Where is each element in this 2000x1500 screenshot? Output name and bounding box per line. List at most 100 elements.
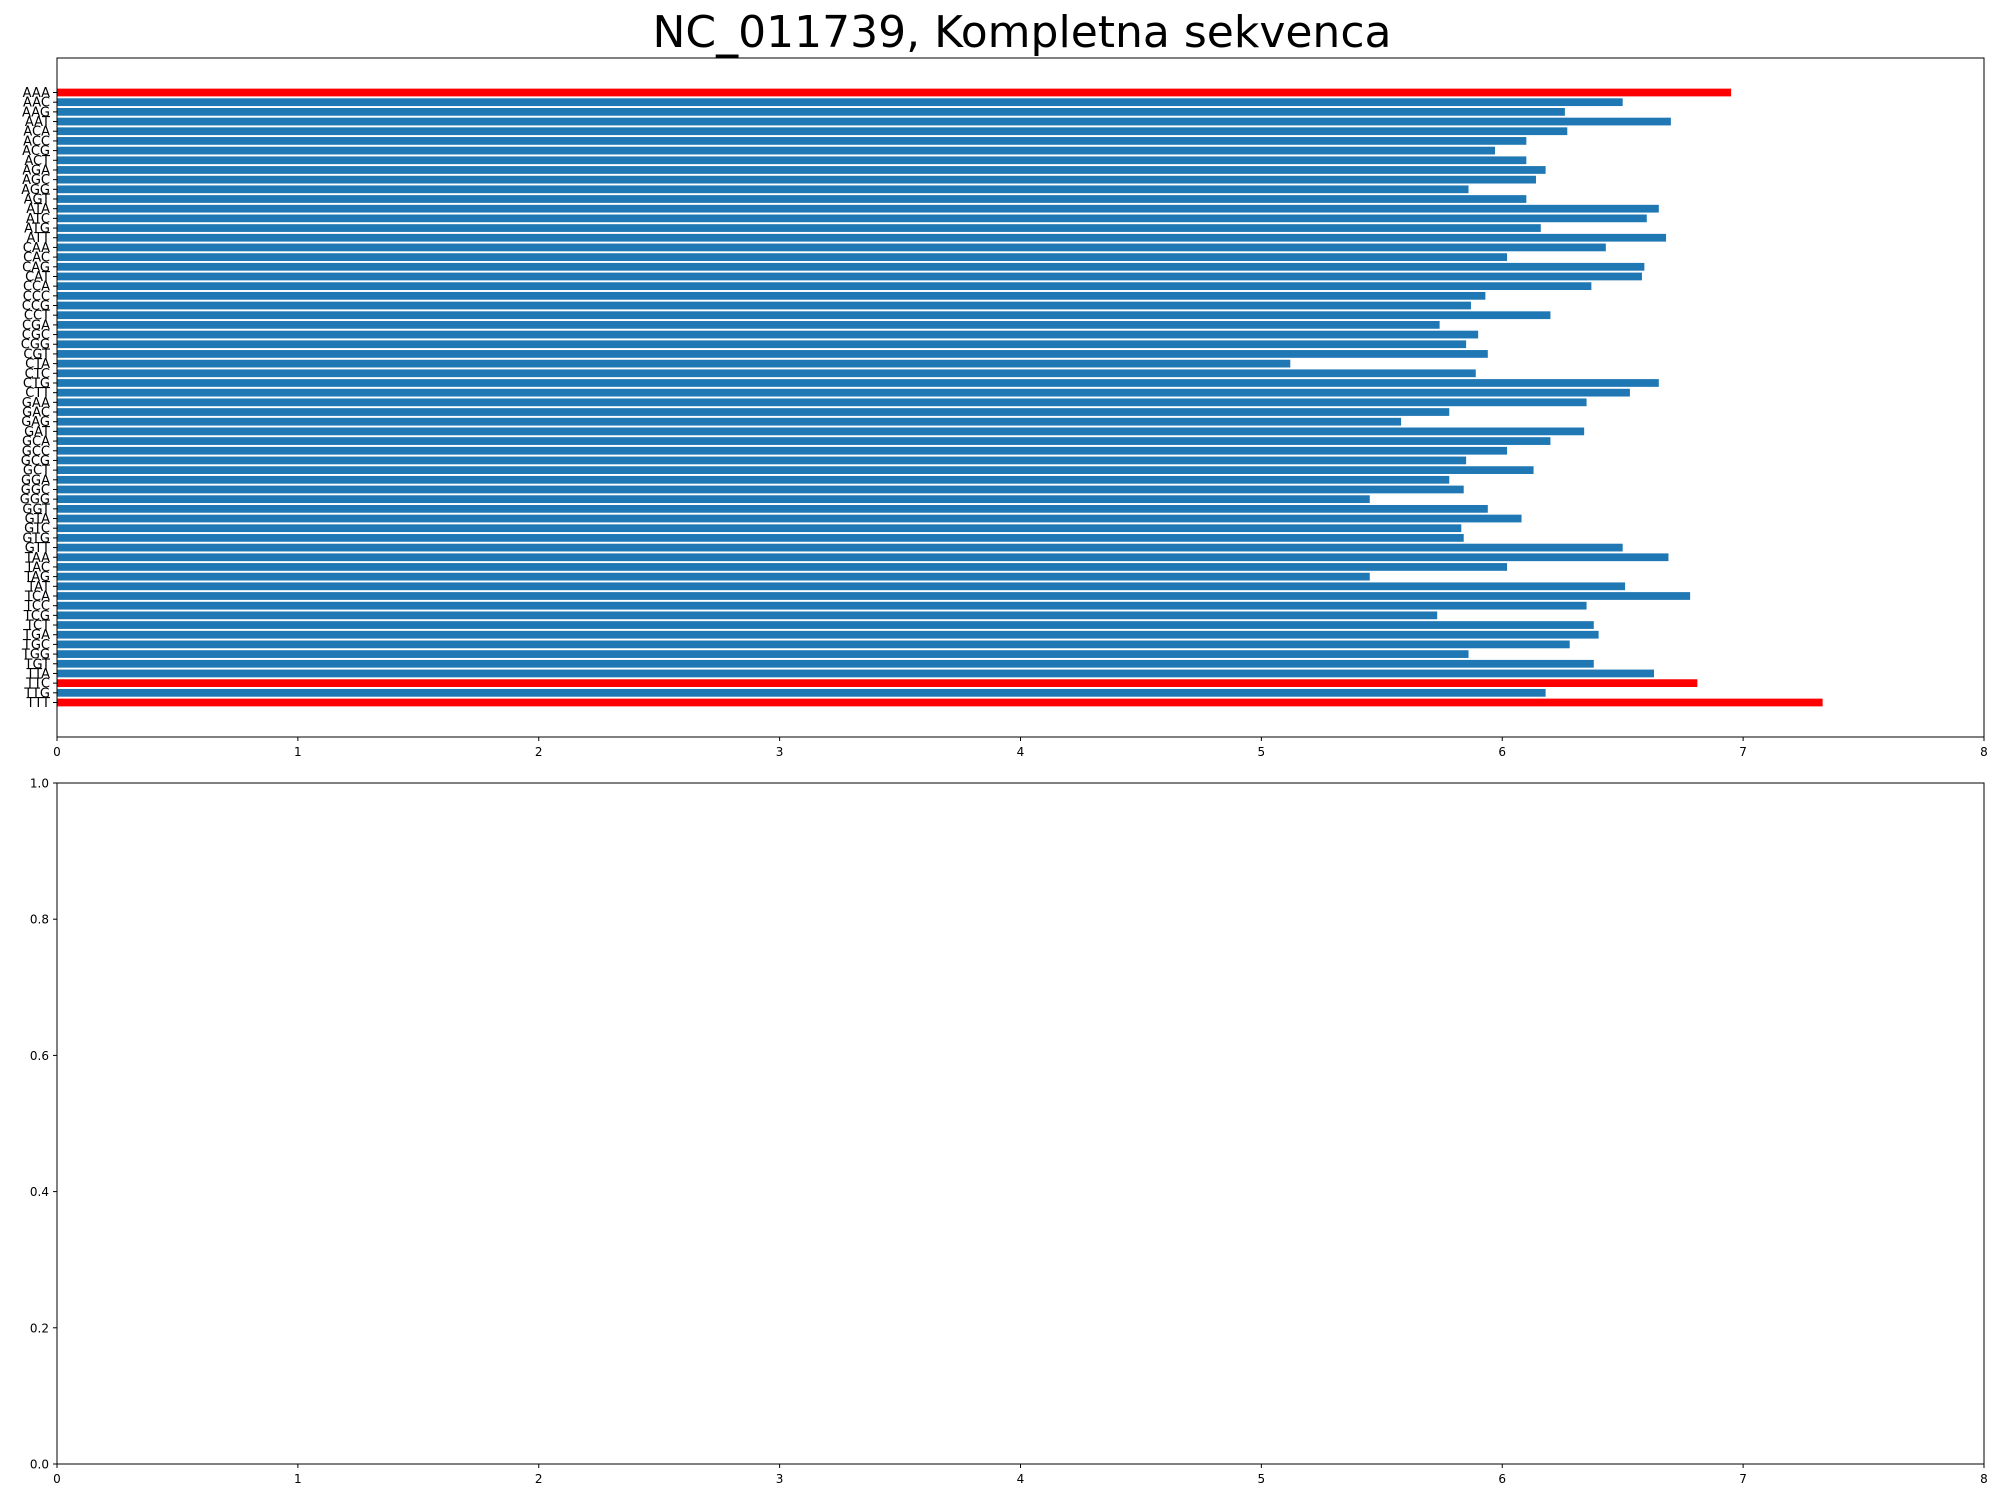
y-tick-label-taa: TAA: [24, 551, 50, 566]
y-tick-label-tga: TGA: [22, 628, 50, 643]
bar-aaa: [57, 88, 1732, 97]
y-tick-label-ccg: CCG: [22, 299, 50, 314]
y-tick-label-ggg: GGG: [20, 493, 50, 508]
bottom-plot-frame: [56, 782, 1985, 1465]
bar-att: [57, 233, 1667, 242]
x-tick-label: 1: [294, 745, 302, 759]
bar-ctc: [57, 369, 1476, 378]
y-tick-label: 0.2: [30, 1321, 49, 1335]
chart-title: NC_011739, Kompletna sekvenca: [653, 7, 1392, 58]
y-tick-label-ggc: GGC: [21, 483, 50, 498]
y-tick-label-aca: ACA: [23, 125, 50, 140]
y-tick-label-atc: ATC: [26, 212, 50, 227]
y-tick-label: 0.4: [30, 1185, 49, 1199]
y-tick-label: 0.8: [30, 913, 49, 927]
bar-cat: [57, 272, 1642, 281]
bar-acg: [57, 146, 1496, 155]
x-tick-label: 8: [1980, 745, 1988, 759]
bar-agc: [57, 175, 1536, 184]
y-tick-label-gcc: GCC: [22, 444, 50, 459]
bar-ttg: [57, 688, 1546, 697]
y-tick-label-gta: GTA: [25, 512, 51, 527]
y-tick-label-cca: CCA: [23, 280, 50, 295]
y-tick-label-agg: AGG: [21, 183, 50, 198]
y-tick-label-tat: TAT: [26, 580, 50, 595]
x-tick-label: 4: [1017, 1472, 1025, 1486]
y-tick-label-caa: CAA: [23, 241, 50, 256]
y-tick-label-tcc: TCC: [24, 599, 50, 614]
bar-gac: [57, 408, 1450, 416]
bar-cgg: [57, 340, 1467, 349]
bar-tga: [57, 630, 1599, 639]
y-tick-label-ctg: CTG: [23, 376, 50, 391]
bar-gag: [57, 417, 1402, 426]
bar-tag: [57, 572, 1370, 581]
bar-ctg: [57, 379, 1659, 387]
top-bar-chart: AAAAACAAGAATACAACCACGACTAGAAGCAGGAGTATAA…: [20, 57, 1988, 759]
y-tick-label-aac: AAC: [23, 96, 50, 111]
x-tick-label: 5: [1258, 1472, 1266, 1486]
bar-cac: [57, 253, 1508, 261]
y-tick-label-gat: GAT: [24, 425, 50, 440]
y-tick-label-ata: ATA: [26, 202, 50, 217]
bar-tat: [57, 582, 1626, 591]
bar-gtt: [57, 543, 1623, 552]
bar-gtc: [57, 524, 1462, 533]
bar-aat: [57, 117, 1671, 126]
bar-atg: [57, 224, 1541, 232]
y-tick-label-cag: CAG: [22, 260, 50, 275]
bar-act: [57, 156, 1527, 165]
bar-aga: [57, 166, 1546, 174]
y-tick-label-gcg: GCG: [21, 454, 50, 469]
y-tick-label-tag: TAG: [23, 570, 50, 585]
y-tick-label-gaa: GAA: [22, 396, 50, 411]
bar-agg: [57, 185, 1469, 194]
x-tick-label: 0: [53, 1472, 61, 1486]
bar-tcg: [57, 611, 1438, 620]
top-bars: [57, 88, 1823, 707]
bar-ggc: [57, 485, 1464, 494]
y-tick-label-att: ATT: [26, 231, 50, 246]
y-tick-label-gtg: GTG: [22, 531, 50, 546]
x-tick-label: 1: [294, 1472, 302, 1486]
x-tick-label: 7: [1739, 745, 1747, 759]
x-tick-label: 6: [1498, 1472, 1506, 1486]
bar-tac: [57, 563, 1508, 571]
y-tick-label-ttt: TTT: [26, 696, 50, 711]
y-tick-label-aag: AAG: [22, 105, 50, 120]
bar-gaa: [57, 398, 1587, 407]
bar-agt: [57, 195, 1527, 203]
y-tick-label-atg: ATG: [24, 222, 50, 237]
bar-cgt: [57, 350, 1488, 358]
y-tick-label-act: ACT: [24, 154, 50, 169]
bar-gat: [57, 427, 1585, 436]
bar-tgt: [57, 659, 1594, 668]
bar-taa: [57, 553, 1669, 562]
y-tick-label-tgt: TGT: [24, 657, 51, 672]
bar-tta: [57, 669, 1655, 678]
bar-aag: [57, 107, 1565, 116]
y-tick-label-cac: CAC: [23, 251, 50, 266]
y-tick-label-ccc: CCC: [23, 289, 50, 304]
bar-tca: [57, 592, 1691, 600]
bar-atc: [57, 214, 1647, 223]
x-tick-label: 8: [1980, 1472, 1988, 1486]
bar-ggg: [57, 495, 1370, 504]
y-tick-label-cgt: CGT: [23, 347, 50, 362]
bar-ctt: [57, 388, 1630, 397]
bottom-y-axis: 0.0 0.2 0.4 0.6 0.8 1.0: [30, 777, 57, 1472]
y-tick-label-cat: CAT: [25, 270, 50, 285]
bottom-x-axis: 0 1 2 3 4 5 6 7 8: [53, 1464, 1988, 1486]
y-tick-label-agc: AGC: [22, 173, 50, 188]
y-tick-label-gtt: GTT: [25, 541, 50, 556]
bar-gta: [57, 514, 1522, 523]
bar-tgg: [57, 650, 1469, 658]
top-y-axis: AAAAACAAGAATACAACCACGACTAGAAGCAGGAGTATAA…: [20, 86, 57, 711]
x-tick-label: 5: [1258, 745, 1266, 759]
bar-cta: [57, 359, 1291, 368]
top-x-axis: 0 1 2 3 4 5 6 7 8: [53, 737, 1988, 759]
bar-cgc: [57, 330, 1479, 339]
y-tick-label-aat: AAT: [25, 115, 50, 130]
bar-ccc: [57, 291, 1486, 300]
